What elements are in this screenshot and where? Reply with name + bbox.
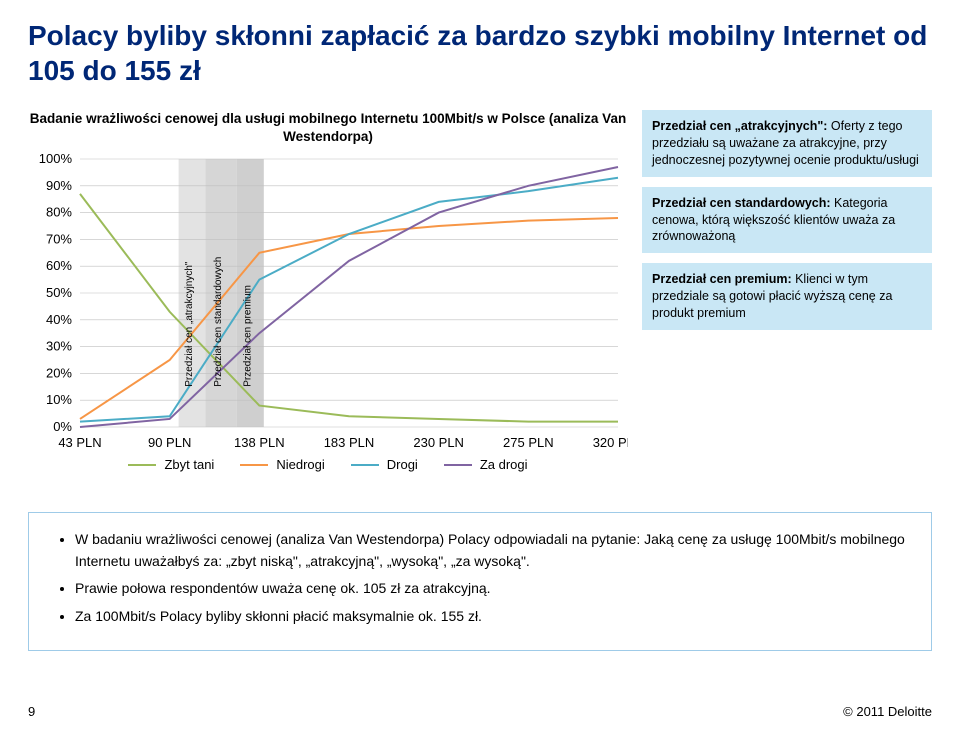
legend-item: Zbyt tani: [128, 457, 214, 472]
svg-text:10%: 10%: [46, 392, 72, 407]
chart-column: Badanie wrażliwości cenowej dla usługi m…: [28, 110, 628, 472]
svg-text:60%: 60%: [46, 258, 72, 273]
legend-swatch: [128, 464, 156, 466]
svg-text:43 PLN: 43 PLN: [58, 435, 101, 450]
legend-label: Drogi: [387, 457, 418, 472]
legend-label: Za drogi: [480, 457, 528, 472]
summary-item: W badaniu wrażliwości cenowej (analiza V…: [75, 529, 911, 572]
svg-text:90 PLN: 90 PLN: [148, 435, 191, 450]
chart-area: 0% 10% 20% 30% 40% 50% 60% 70% 80% 90% 100% 43 PLN 9…: [28, 151, 628, 451]
info-box-heading: Przedział cen premium:: [652, 272, 792, 286]
line-chart: 0% 10% 20% 30% 40% 50% 60% 70% 80% 90% 100% 43 PLN 9…: [28, 151, 628, 451]
info-box-heading: Przedział cen „atrakcyjnych":: [652, 119, 827, 133]
svg-text:0%: 0%: [53, 419, 72, 434]
svg-text:275 PLN: 275 PLN: [503, 435, 554, 450]
svg-text:100%: 100%: [39, 151, 73, 166]
info-box-2: Przedział cen premium: Klienci w tym prz…: [642, 263, 932, 330]
svg-text:Przedział cen „atrakcyjnych": Przedział cen „atrakcyjnych": [184, 261, 195, 387]
summary-box: W badaniu wrażliwości cenowej (analiza V…: [28, 512, 932, 651]
svg-text:138 PLN: 138 PLN: [234, 435, 285, 450]
legend-item: Za drogi: [444, 457, 528, 472]
svg-text:70%: 70%: [46, 231, 72, 246]
chart-legend: Zbyt tani Niedrogi Drogi Za drogi: [28, 457, 628, 472]
legend-label: Zbyt tani: [164, 457, 214, 472]
svg-text:320 PLN: 320 PLN: [593, 435, 628, 450]
summary-list: W badaniu wrażliwości cenowej (analiza V…: [57, 529, 911, 628]
svg-text:90%: 90%: [46, 178, 72, 193]
svg-text:20%: 20%: [46, 365, 72, 380]
legend-swatch: [444, 464, 472, 466]
svg-text:183 PLN: 183 PLN: [324, 435, 375, 450]
legend-item: Drogi: [351, 457, 418, 472]
info-box-heading: Przedział cen standardowych:: [652, 196, 831, 210]
page-title: Polacy byliby skłonni zapłacić za bardzo…: [28, 18, 932, 88]
svg-text:230 PLN: 230 PLN: [413, 435, 464, 450]
svg-text:40%: 40%: [46, 312, 72, 327]
svg-text:80%: 80%: [46, 205, 72, 220]
legend-label: Niedrogi: [276, 457, 324, 472]
legend-item: Niedrogi: [240, 457, 324, 472]
summary-item: Za 100Mbit/s Polacy byliby skłonni płaci…: [75, 606, 911, 628]
legend-swatch: [351, 464, 379, 466]
info-box-0: Przedział cen „atrakcyjnych": Oferty z t…: [642, 110, 932, 177]
svg-text:Przedział cen premium: Przedział cen premium: [242, 285, 253, 387]
page-number: 9: [28, 704, 35, 719]
info-box-1: Przedział cen standardowych: Kategoria c…: [642, 187, 932, 254]
summary-item: Prawie połowa respondentów uważa cenę ok…: [75, 578, 911, 600]
svg-text:50%: 50%: [46, 285, 72, 300]
svg-text:30%: 30%: [46, 339, 72, 354]
chart-title: Badanie wrażliwości cenowej dla usługi m…: [28, 110, 628, 145]
svg-text:Przedział cen standardowych: Przedział cen standardowych: [213, 257, 224, 387]
content-row: Badanie wrażliwości cenowej dla usługi m…: [28, 110, 932, 472]
sidebar: Przedział cen „atrakcyjnych": Oferty z t…: [642, 110, 932, 330]
legend-swatch: [240, 464, 268, 466]
copyright: © 2011 Deloitte: [843, 704, 932, 719]
